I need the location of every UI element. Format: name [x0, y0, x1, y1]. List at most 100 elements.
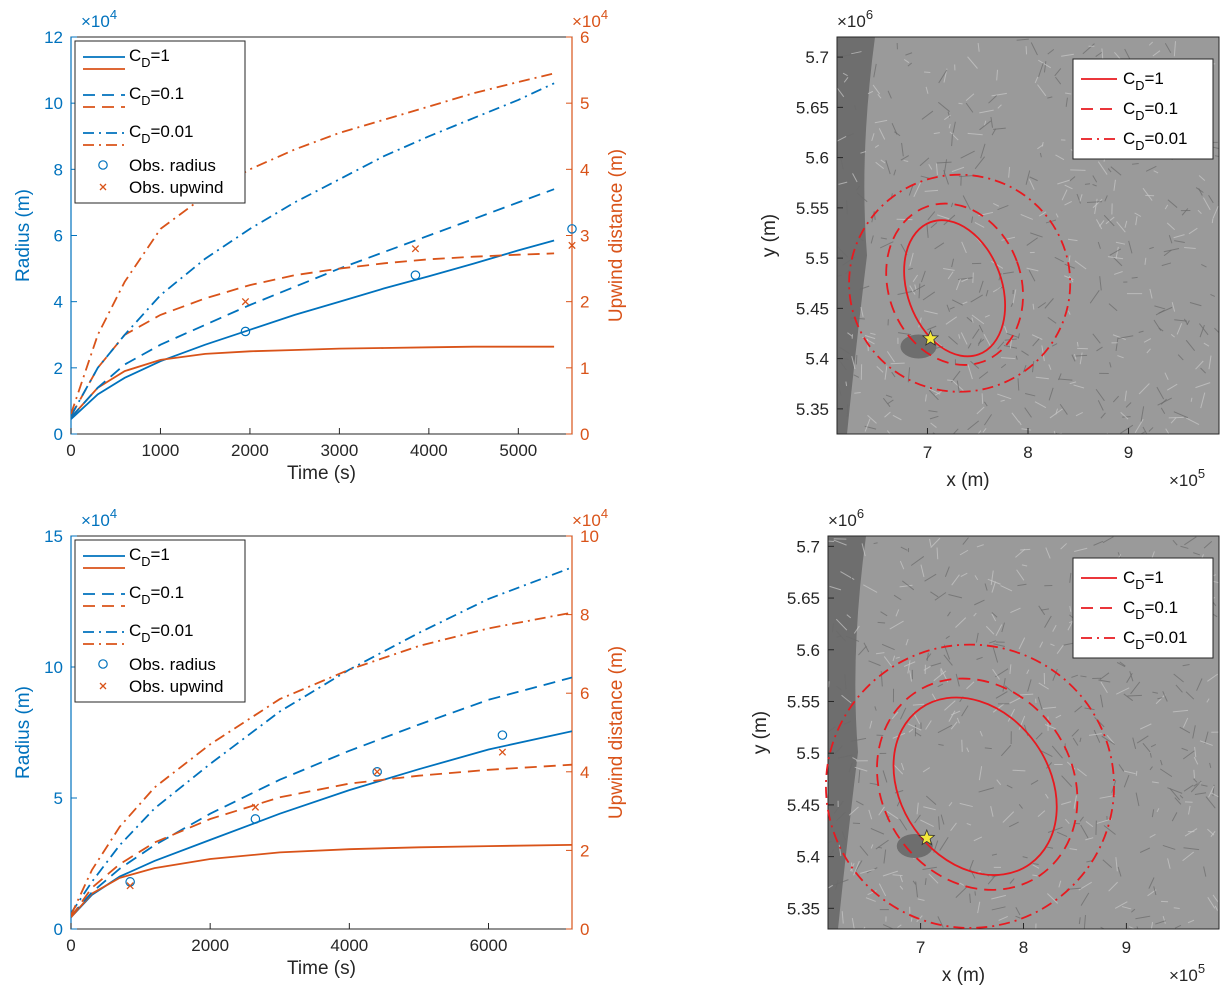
terrain-texture [917, 898, 925, 901]
terrain-texture [949, 131, 959, 141]
y-tick-label: 5.6 [805, 149, 829, 168]
terrain-texture [880, 237, 887, 240]
terrain-texture [1067, 238, 1078, 242]
terrain-texture [980, 143, 986, 159]
terrain-texture [854, 766, 868, 772]
legend-obs-upwind-marker [99, 682, 107, 690]
terrain-texture [1009, 878, 1015, 884]
x-tick-label: 9 [1124, 443, 1133, 462]
terrain-texture [1200, 367, 1206, 374]
terrain-texture [985, 625, 995, 635]
terrain-texture [870, 332, 876, 335]
terrain-texture [860, 151, 867, 154]
terrain-texture [977, 430, 982, 434]
terrain-texture [945, 316, 958, 325]
terrain-texture [991, 612, 998, 618]
terrain-texture [852, 173, 858, 183]
terrain-texture [1173, 411, 1189, 419]
terrain-texture [1149, 753, 1152, 758]
terrain-texture [1203, 866, 1207, 877]
terrain-texture [1055, 213, 1059, 218]
terrain-texture [912, 284, 926, 293]
terrain-texture [1151, 809, 1155, 818]
terrain-texture [996, 779, 1002, 786]
terrain-texture [1025, 170, 1031, 185]
terrain-texture [1028, 179, 1035, 190]
y-right-tick-label: 10 [580, 527, 599, 546]
x-tick-label: 2000 [231, 441, 269, 460]
terrain-texture [938, 743, 944, 746]
terrain-texture [951, 299, 964, 306]
terrain-texture [1187, 919, 1195, 924]
terrain-texture [1116, 661, 1126, 668]
legend: CD=1 CD=0.1 CD=0.01 Obs. radius Obs. upwind [74, 539, 246, 703]
terrain-texture [853, 374, 860, 378]
terrain-texture [1044, 724, 1057, 730]
terrain-texture [969, 893, 971, 904]
terrain-texture [1164, 372, 1169, 380]
terrain-texture [950, 202, 954, 208]
terrain-texture [985, 289, 989, 297]
terrain-texture [1055, 154, 1065, 161]
terrain-texture [1099, 672, 1110, 680]
terrain-texture [853, 860, 860, 876]
terrain-texture [882, 770, 888, 783]
terrain-texture [863, 584, 878, 593]
terrain-texture [867, 415, 877, 424]
terrain-texture [1131, 276, 1138, 279]
terrain-texture [1044, 615, 1052, 628]
terrain-texture [1208, 355, 1212, 370]
terrain-texture [1061, 53, 1074, 57]
y-right-tick-label: 0 [580, 920, 589, 939]
terrain-texture [1173, 234, 1185, 239]
terrain-texture [959, 549, 969, 556]
terrain-texture [854, 860, 863, 873]
y-tick-label: 5.7 [805, 48, 829, 67]
y-left-tick-label: 10 [44, 658, 63, 677]
terrain-texture [1210, 792, 1219, 798]
obs-upwind-point [498, 748, 507, 756]
terrain-texture [1108, 303, 1118, 312]
terrain-texture [938, 69, 948, 84]
terrain-texture [1100, 681, 1108, 693]
y-right-tick-label: 2 [580, 293, 589, 312]
terrain-texture [947, 111, 951, 118]
terrain-texture [960, 572, 968, 578]
terrain-texture [884, 411, 891, 418]
terrain-texture [1008, 821, 1019, 828]
terrain-texture [897, 332, 912, 336]
terrain-texture [838, 359, 847, 371]
terrain-texture [1135, 770, 1138, 776]
terrain-texture [848, 806, 859, 816]
terrain-texture [925, 653, 932, 660]
terrain-texture [1199, 740, 1213, 746]
terrain-texture [1079, 737, 1082, 743]
terrain-texture [1108, 881, 1118, 892]
terrain-texture [860, 306, 864, 318]
terrain-texture [1182, 664, 1190, 667]
terrain-texture [1173, 41, 1176, 57]
terrain-texture [833, 539, 847, 546]
y-right-tick-label: 4 [580, 763, 589, 782]
terrain-texture [991, 92, 1007, 97]
terrain-texture [1048, 364, 1052, 370]
terrain-texture [1026, 237, 1038, 246]
terrain-texture [1056, 644, 1064, 654]
terrain-texture [1071, 729, 1080, 737]
legend-label: CD=0.1 [129, 84, 184, 108]
terrain-texture [960, 150, 975, 159]
terrain-texture [1031, 334, 1043, 340]
terrain-texture [1032, 361, 1035, 373]
terrain-texture [1121, 906, 1132, 910]
terrain-texture [841, 831, 846, 841]
x-tick-label: 0 [66, 441, 75, 460]
terrain-texture [1131, 908, 1136, 913]
terrain-texture [967, 56, 978, 69]
terrain-texture [973, 836, 983, 842]
y-tick-label: 5.35 [787, 899, 820, 918]
terrain-texture [1193, 756, 1199, 765]
terrain-texture [1162, 844, 1176, 850]
terrain-texture [940, 669, 942, 675]
terrain-texture [869, 782, 878, 786]
terrain-texture [1000, 363, 1007, 369]
